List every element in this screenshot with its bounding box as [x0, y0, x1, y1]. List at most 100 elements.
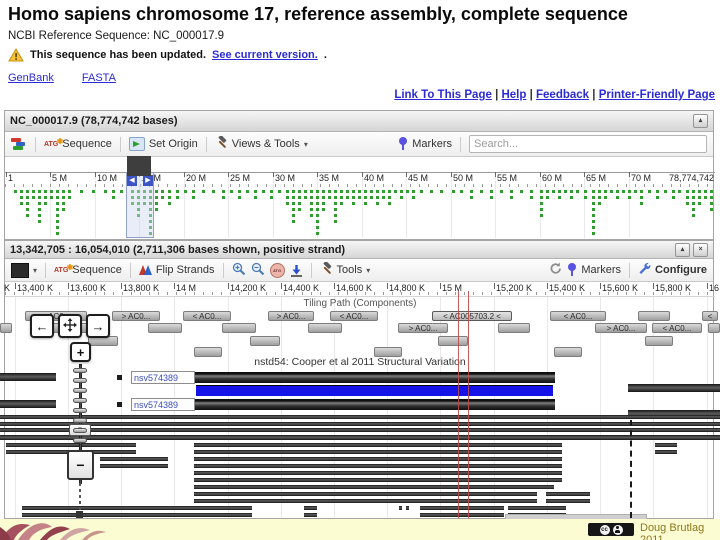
zoom-slider-tick: [73, 438, 87, 443]
gene-density-dot: [14, 190, 17, 193]
collapse-detail-button[interactable]: ▴: [675, 242, 690, 257]
tiling-component[interactable]: [308, 323, 342, 333]
collapse-icon: ▴: [698, 117, 703, 124]
tiling-component-[interactable]: <: [702, 311, 718, 321]
tiling-component[interactable]: [148, 323, 182, 333]
flip-strands-button[interactable]: Flip Strands: [138, 264, 215, 276]
tiling-component-AC0...[interactable]: > AC0...: [398, 323, 448, 333]
pan-any-direction-button[interactable]: [58, 314, 82, 338]
gene-density-dot: [137, 214, 140, 217]
overview-toolbar: ATG ✱ Sequence Set Origin Views & Tools ▾…: [5, 132, 713, 157]
markers-button-detail[interactable]: Markers: [568, 263, 621, 277]
selection-right-arrow[interactable]: ▶: [143, 175, 153, 186]
gene-density-dot: [604, 196, 607, 199]
tiling-component-AC0...[interactable]: < AC0...: [550, 311, 606, 321]
sv-variant-label[interactable]: nsv574389: [131, 371, 195, 384]
sv-variant-label[interactable]: nsv574389: [131, 398, 195, 411]
position-marker-line: [468, 291, 469, 518]
format-link-genbank[interactable]: GenBank: [8, 72, 54, 84]
gene-density-dot: [316, 196, 319, 199]
zoom-to-sequence-button[interactable]: ATG: [269, 262, 285, 278]
zoom-slider-tick: [73, 428, 87, 433]
tiling-component[interactable]: [554, 347, 582, 357]
selection-region[interactable]: ◀ ▶: [126, 172, 154, 238]
selection-drag-handle[interactable]: [127, 156, 151, 176]
tools-button[interactable]: Tools ▾: [320, 261, 370, 278]
tiling-component[interactable]: [194, 347, 222, 357]
tiling-component[interactable]: [708, 323, 720, 333]
tiling-component-AC0...[interactable]: > AC0...: [112, 311, 160, 321]
gene-density-dot: [470, 190, 473, 193]
tiling-component[interactable]: [645, 336, 673, 346]
tiling-component-AC0...[interactable]: < AC0...: [652, 323, 702, 333]
gene-density-dot: [340, 202, 343, 205]
tiling-component[interactable]: [250, 336, 280, 346]
gene-density-dot: [56, 202, 59, 205]
sv-expand-toggle[interactable]: [117, 375, 122, 380]
tiling-component-AC0...[interactable]: > AC0...: [268, 311, 314, 321]
ruler-tick: [451, 172, 452, 177]
ruler-tick-label: 15,400 K: [549, 283, 586, 293]
views-tools-button[interactable]: Views & Tools ▾: [215, 135, 308, 152]
gene-density-dot: [292, 208, 295, 211]
tiling-component[interactable]: [0, 323, 12, 333]
gene-density-dot: [44, 190, 47, 193]
page-link-link-to-this-page[interactable]: Link To This Page: [394, 89, 492, 101]
ruler-tick-label: 15 M: [442, 283, 463, 293]
search-input[interactable]: [469, 135, 707, 153]
zoom-in-button[interactable]: [232, 262, 246, 279]
tiling-component[interactable]: [438, 336, 468, 346]
gene-density-dot: [137, 196, 140, 199]
page-link-feedback[interactable]: Feedback: [536, 89, 590, 101]
pan-left-button[interactable]: ←: [30, 314, 54, 338]
tiling-component-AC005703.2[interactable]: < AC005703.2 <: [432, 311, 512, 321]
track-color-dropdown[interactable]: ▾: [11, 262, 37, 278]
collapse-panel-button[interactable]: ▴: [693, 114, 708, 128]
page-link-printer-friendly-page[interactable]: Printer-Friendly Page: [598, 89, 715, 101]
see-current-version-link[interactable]: See current version.: [212, 49, 318, 61]
gene-density-dot: [298, 208, 301, 211]
gene-density-dot: [334, 190, 337, 193]
download-button[interactable]: [290, 264, 303, 277]
tiling-component-AC0...[interactable]: < AC0...: [330, 311, 378, 321]
sv-expand-toggle[interactable]: [117, 402, 122, 407]
selection-left-arrow[interactable]: ◀: [127, 175, 137, 186]
tracks-icon[interactable]: [11, 137, 27, 151]
pan-right-button[interactable]: →: [86, 314, 110, 338]
gene-density-dot: [576, 190, 579, 193]
tiling-component-AC0...[interactable]: < AC0...: [183, 311, 231, 321]
cc-license-badge[interactable]: cc: [588, 523, 634, 536]
ruler-tick: [600, 283, 601, 289]
gene-density-dot: [262, 190, 265, 193]
gene-density-dot: [44, 202, 47, 205]
refresh-button[interactable]: [549, 262, 563, 278]
tiling-component[interactable]: [498, 323, 530, 333]
close-detail-button[interactable]: ×: [693, 242, 708, 257]
zoom-out-slider-button[interactable]: −: [67, 450, 94, 480]
tiling-component[interactable]: [222, 323, 256, 333]
page-link-help[interactable]: Help: [501, 89, 527, 101]
gene-density-dot: [176, 190, 179, 193]
tiling-component[interactable]: [638, 311, 670, 321]
sequence-button-detail[interactable]: ATG ✱ Sequence: [54, 262, 122, 277]
zoom-in-slider-button[interactable]: +: [70, 342, 91, 362]
gene-density-dot: [640, 190, 643, 193]
gene-density-dot: [692, 208, 695, 211]
gene-density-dot: [254, 190, 257, 193]
markers-button[interactable]: Markers: [399, 137, 452, 151]
warning-icon: [8, 48, 24, 62]
tiling-component[interactable]: [374, 347, 402, 357]
gene-density-dot: [656, 196, 659, 199]
gene-density-dot: [38, 220, 41, 223]
gene-density-dot: [316, 226, 319, 229]
gene-density-dot: [131, 190, 134, 193]
zoom-out-button[interactable]: [251, 262, 265, 279]
set-origin-button[interactable]: Set Origin: [128, 137, 198, 151]
page-title: Homo sapiens chromosome 17, reference as…: [8, 4, 628, 24]
tiling-component-AC0...[interactable]: > AC0...: [595, 323, 647, 333]
gene-density-dot: [316, 220, 319, 223]
configure-button[interactable]: Configure: [638, 262, 707, 278]
sequence-button[interactable]: ATG ✱ Sequence: [44, 136, 112, 151]
format-link-fasta[interactable]: FASTA: [81, 72, 116, 84]
ruler-tick-label: 40 M: [364, 173, 385, 183]
